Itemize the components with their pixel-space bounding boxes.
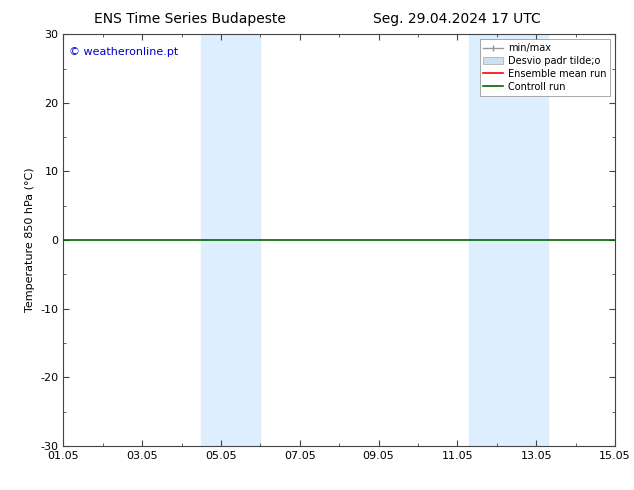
Y-axis label: Temperature 850 hPa (°C): Temperature 850 hPa (°C) xyxy=(25,168,35,313)
Legend: min/max, Desvio padr tilde;o, Ensemble mean run, Controll run: min/max, Desvio padr tilde;o, Ensemble m… xyxy=(479,39,610,96)
Text: © weatheronline.pt: © weatheronline.pt xyxy=(69,47,178,57)
Text: ENS Time Series Budapeste: ENS Time Series Budapeste xyxy=(94,12,286,26)
Bar xyxy=(469,34,548,446)
Text: Seg. 29.04.2024 17 UTC: Seg. 29.04.2024 17 UTC xyxy=(373,12,540,26)
Bar xyxy=(202,34,261,446)
